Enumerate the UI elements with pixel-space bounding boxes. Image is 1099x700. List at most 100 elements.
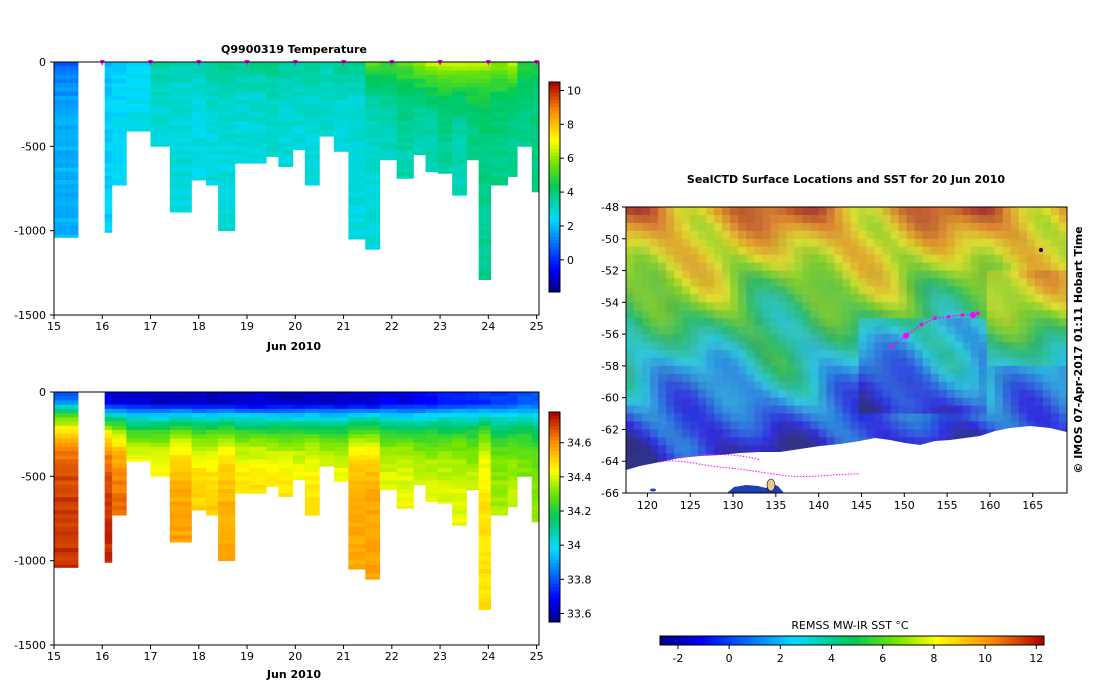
colorbar-step [549, 615, 560, 619]
colorbar-tick-label: 8 [567, 118, 574, 131]
seal-position [903, 332, 910, 339]
colorbar-step [549, 450, 560, 455]
colorbar-step [549, 475, 560, 479]
colorbar-step [549, 201, 560, 205]
colorbar-step [549, 110, 560, 114]
colorbar-step [981, 636, 987, 645]
x-tick-label: 21 [337, 320, 351, 333]
colorbar-step [549, 204, 560, 209]
colorbar-step [549, 569, 560, 574]
profile-column [365, 392, 381, 580]
lon-tick-label: 140 [808, 499, 829, 512]
x-tick-label: 23 [433, 650, 447, 663]
colorbar-tick-label: 8 [930, 652, 937, 665]
seal-position [919, 322, 924, 327]
colorbar-step [1029, 636, 1035, 645]
colorbar-step [549, 534, 560, 539]
colorbar-step [799, 636, 805, 645]
lat-tick-label: -58 [601, 360, 619, 373]
profile-column [191, 392, 207, 511]
profile-column [249, 392, 267, 494]
colorbar-step [1005, 636, 1011, 645]
colorbar-step [549, 576, 560, 581]
colorbar-step [904, 636, 910, 645]
colorbar-step [866, 636, 872, 645]
colorbar-frame [659, 635, 1045, 646]
profile-column [111, 392, 127, 516]
x-tick-label: 19 [240, 320, 254, 333]
colorbar-step [765, 636, 771, 645]
seal-position [947, 314, 951, 319]
profile-column [218, 392, 236, 562]
profile-column [150, 392, 171, 477]
colorbar-step [549, 159, 560, 163]
colorbar-step [549, 218, 560, 223]
x-tick-label: 22 [385, 320, 399, 333]
colorbar-step [1020, 636, 1026, 645]
colorbar-tick-label: 33.8 [567, 573, 592, 586]
colorbar-step [861, 636, 867, 645]
colorbar-tick-label: 12 [1029, 652, 1043, 665]
x-tick-label: 20 [288, 320, 302, 333]
profile-column [304, 392, 320, 516]
colorbar-step [549, 96, 560, 100]
colorbar-step [549, 183, 560, 188]
lat-tick-label: -64 [601, 455, 619, 468]
colorbar-step [549, 173, 560, 177]
colorbar-step [708, 636, 714, 645]
y-tick-label: -1000 [14, 555, 46, 568]
colorbar-step [549, 138, 560, 142]
profile-column [206, 392, 219, 516]
x-tick-label: 15 [47, 650, 61, 663]
colorbar-step [549, 440, 560, 444]
coast-fragment [650, 488, 656, 492]
colorbar-step [549, 433, 560, 437]
colorbar-step [693, 636, 699, 645]
colorbar-step [837, 636, 843, 645]
colorbar-step [549, 288, 560, 293]
colorbar-step [549, 285, 560, 289]
colorbar-step [679, 636, 685, 645]
colorbar-step [948, 636, 954, 645]
profile-column [396, 62, 414, 179]
colorbar-step [684, 636, 690, 645]
profile-column [126, 62, 151, 132]
lon-tick-label: 125 [680, 499, 701, 512]
colorbar-step [549, 187, 560, 191]
seal-position [889, 345, 894, 349]
profile-column [333, 62, 349, 152]
colorbar-tick-label: 33.6 [567, 607, 592, 620]
colorbar-step [549, 419, 560, 423]
colorbar-step [818, 636, 824, 645]
sst-field [626, 207, 1067, 493]
colorbar-tick-label: 34.6 [567, 437, 592, 450]
colorbar-step [549, 412, 560, 416]
colorbar-step [784, 636, 790, 645]
colorbar-tick-label: 10 [567, 84, 581, 97]
colorbar-tick-label: 34.2 [567, 505, 592, 518]
temperature-title: Q9900319 Temperature [221, 43, 367, 56]
profile-column [452, 62, 467, 196]
colorbar-step [549, 489, 560, 493]
seal-position [976, 311, 980, 316]
colorbar-step [549, 608, 560, 612]
colorbar-step [549, 580, 560, 584]
colorbar-tick-label: 34.4 [567, 471, 592, 484]
profile-column [379, 392, 397, 491]
colorbar-tick-label: 10 [978, 652, 992, 665]
colorbar-step [549, 176, 560, 181]
profile-column [425, 62, 438, 173]
profile-column [218, 62, 236, 232]
profile-column [478, 392, 492, 610]
colorbar-step [909, 636, 915, 645]
lon-tick-label: 165 [1022, 499, 1043, 512]
colorbar-step [880, 636, 886, 645]
colorbar-step [549, 566, 560, 570]
seal-track [889, 311, 980, 349]
colorbar-step [549, 229, 560, 233]
profile-column [517, 62, 533, 147]
x-tick-label: 23 [433, 320, 447, 333]
seal-position [969, 312, 976, 319]
colorbar-step [780, 636, 786, 645]
colorbar-step [1034, 636, 1040, 645]
